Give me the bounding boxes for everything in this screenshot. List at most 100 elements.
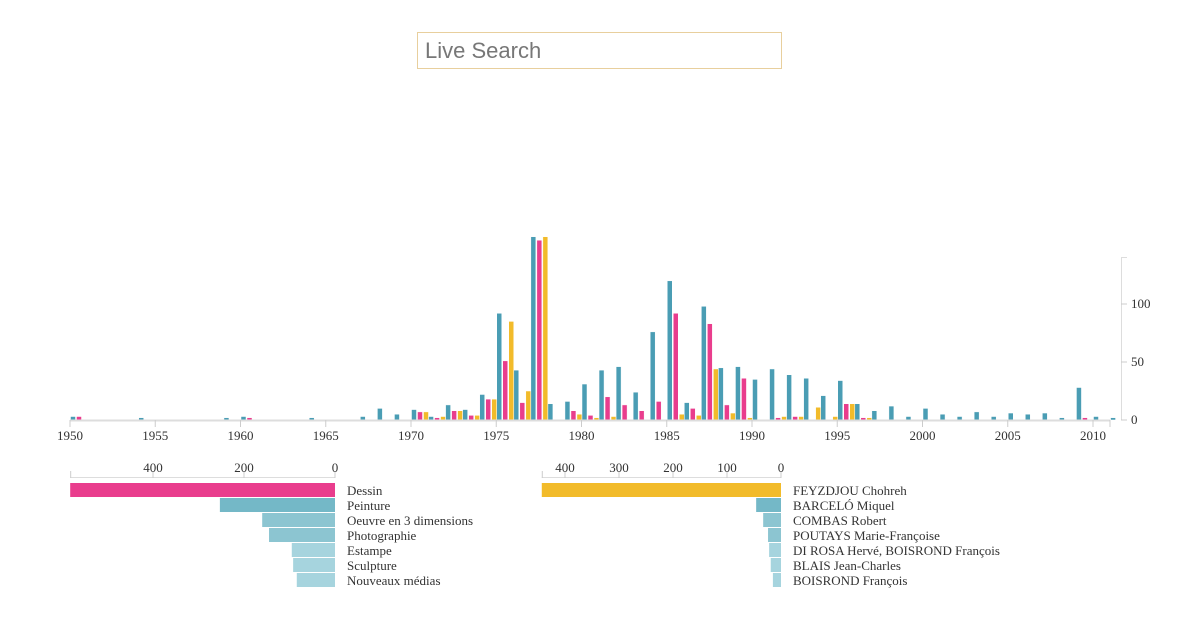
bar-1972-series2[interactable] [451, 410, 457, 421]
hbar-label[interactable]: Estampe [347, 543, 392, 558]
bar-1999-series1[interactable] [905, 416, 912, 421]
bar-1974-series3[interactable] [491, 398, 497, 421]
hbar-peinture[interactable] [219, 498, 335, 512]
bar-1984-series2[interactable] [655, 401, 662, 421]
hbar-label[interactable]: COMBAS Robert [793, 513, 887, 528]
bar-1986-series1[interactable] [684, 402, 690, 421]
hbar-label[interactable]: FEYZDJOU Chohreh [793, 483, 907, 498]
bar-1967-series1[interactable] [360, 416, 366, 421]
bar-2005-series1[interactable] [1008, 412, 1014, 421]
bar-1981-series1[interactable] [598, 369, 605, 421]
bar-1991-series3[interactable] [781, 416, 787, 421]
bar-1990-series1[interactable] [752, 379, 758, 421]
hbar-poutays-marie-fran-oise[interactable] [768, 528, 781, 542]
hbar-label[interactable]: Nouveaux médias [347, 573, 441, 588]
bar-1976-series2[interactable] [519, 402, 526, 421]
hbar-nouveaux-m-dias[interactable] [296, 573, 335, 587]
bar-1988-series2[interactable] [724, 404, 730, 421]
bar-1994-series1[interactable] [820, 395, 826, 421]
hbar-oeuvre-en-3-dimensions[interactable] [262, 513, 335, 527]
bar-1981-series2[interactable] [604, 396, 611, 421]
hbar-label[interactable]: BARCELÓ Miquel [793, 498, 895, 513]
bar-1987-series1[interactable] [701, 306, 707, 421]
bar-1972-series1[interactable] [445, 404, 451, 421]
bar-1977-series1[interactable] [530, 236, 537, 421]
bar-1950-series2[interactable] [76, 416, 82, 421]
bar-2004-series1[interactable] [990, 416, 997, 421]
hbar-barcel-miquel[interactable] [756, 498, 781, 512]
bar-1982-series1[interactable] [615, 366, 622, 421]
bar-1994-series3[interactable] [832, 416, 838, 421]
bar-1992-series2[interactable] [792, 416, 798, 421]
bar-1973-series1[interactable] [462, 409, 468, 421]
bar-2000-series1[interactable] [922, 408, 929, 421]
bar-1970-series3[interactable] [423, 411, 429, 421]
hbar-feyzdjou-chohreh[interactable] [541, 483, 781, 497]
bar-1986-series3[interactable] [696, 415, 702, 421]
bar-1991-series1[interactable] [769, 368, 775, 421]
bar-2007-series1[interactable] [1042, 412, 1048, 421]
bar-1996-series1[interactable] [854, 403, 861, 421]
bar-1975-series3[interactable] [508, 321, 514, 421]
bar-1997-series1[interactable] [871, 410, 878, 421]
bar-1970-series2[interactable] [417, 411, 423, 421]
hbar-label[interactable]: POUTAYS Marie-Françoise [793, 528, 940, 543]
bar-2002-series1[interactable] [956, 416, 963, 421]
bar-1987-series3[interactable] [713, 368, 719, 421]
bar-1975-series1[interactable] [496, 313, 502, 421]
bar-1974-series1[interactable] [479, 394, 485, 421]
bar-1989-series1[interactable] [735, 366, 741, 421]
hbar-label[interactable]: BOISROND François [793, 573, 907, 588]
bar-1993-series1[interactable] [803, 377, 809, 421]
hbar-photographie[interactable] [269, 528, 335, 542]
bar-1983-series2[interactable] [638, 410, 645, 421]
hbar-label[interactable]: Peinture [347, 498, 391, 513]
hbar-label[interactable]: Sculpture [347, 558, 397, 573]
bar-1984-series1[interactable] [649, 331, 656, 421]
bar-1971-series1[interactable] [428, 416, 434, 421]
bar-2009-series1[interactable] [1076, 387, 1082, 421]
bar-1973-series2[interactable] [468, 415, 474, 421]
bar-2003-series1[interactable] [973, 411, 980, 421]
bar-1977-series2[interactable] [536, 239, 543, 421]
bar-1960-series1[interactable] [240, 416, 247, 421]
hbar-dessin[interactable] [70, 483, 335, 497]
bar-1989-series2[interactable] [741, 377, 747, 421]
hbar-boisrond-fran-ois[interactable] [772, 573, 781, 587]
bar-2010-series1[interactable] [1093, 416, 1099, 421]
bar-1988-series3[interactable] [730, 412, 736, 421]
bar-1976-series3[interactable] [525, 390, 532, 421]
bar-1969-series1[interactable] [394, 413, 400, 421]
bar-1995-series2[interactable] [843, 403, 849, 421]
hbar-combas-robert[interactable] [763, 513, 781, 527]
bar-1985-series3[interactable] [679, 413, 685, 421]
hbar-di-rosa-herv-boisrond-fran-ois[interactable] [769, 543, 781, 557]
bar-1973-series3[interactable] [474, 415, 480, 421]
bar-1978-series1[interactable] [547, 403, 554, 421]
bar-1979-series1[interactable] [564, 401, 571, 421]
hbar-label[interactable]: Oeuvre en 3 dimensions [347, 513, 473, 528]
bar-1974-series2[interactable] [485, 398, 491, 421]
bar-1983-series1[interactable] [632, 391, 639, 421]
bar-1970-series1[interactable] [411, 409, 417, 421]
hbar-label[interactable]: Photographie [347, 528, 417, 543]
bar-1998-series1[interactable] [888, 405, 895, 421]
bar-1987-series2[interactable] [707, 323, 713, 421]
bar-1968-series1[interactable] [377, 408, 383, 421]
bar-1982-series2[interactable] [621, 404, 628, 421]
hbar-label[interactable]: BLAIS Jean-Charles [793, 558, 901, 573]
hbar-sculpture[interactable] [293, 558, 335, 572]
bar-1977-series3[interactable] [542, 236, 549, 421]
bar-1985-series1[interactable] [667, 280, 673, 421]
bar-2011-series1[interactable] [1110, 417, 1116, 421]
bar-1979-series2[interactable] [570, 410, 577, 421]
bar-1992-series3[interactable] [798, 416, 804, 421]
bar-1976-series1[interactable] [513, 369, 520, 421]
bar-1979-series3[interactable] [576, 413, 583, 421]
bar-1975-series2[interactable] [502, 360, 508, 421]
hbar-label[interactable]: Dessin [347, 483, 383, 498]
bar-1986-series2[interactable] [690, 408, 696, 421]
live-search-input[interactable] [417, 32, 782, 69]
bar-1995-series3[interactable] [849, 403, 855, 421]
bar-1950-series1[interactable] [70, 416, 76, 421]
